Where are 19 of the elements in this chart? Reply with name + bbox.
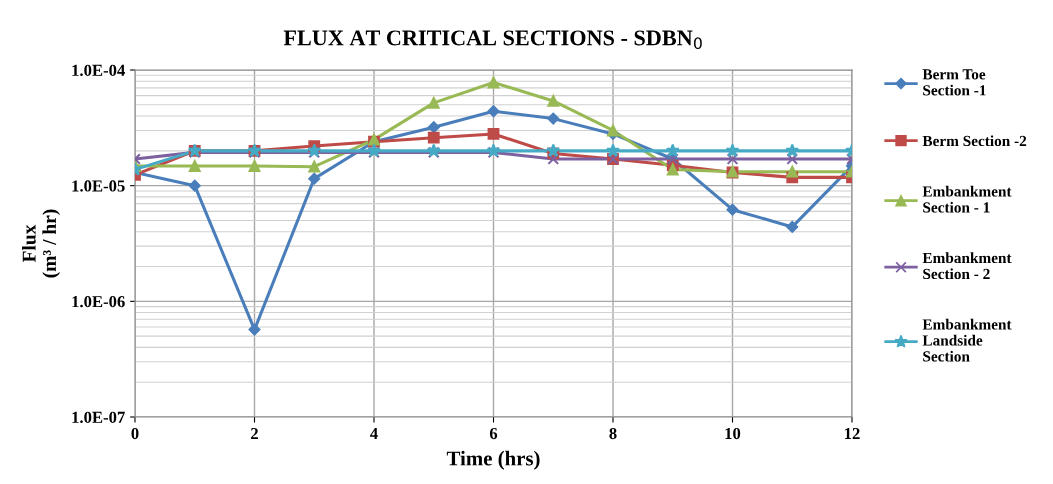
legend-label: Berm Toe Section -1 bbox=[922, 69, 986, 96]
x-tick-label: 0 bbox=[131, 427, 139, 440]
y-tick-label: 1.0E-05 bbox=[72, 180, 125, 192]
x-tick-label: 10 bbox=[725, 427, 741, 440]
x-tick-label: 8 bbox=[609, 427, 617, 440]
legend-label: Embankment Landside Section bbox=[922, 318, 1012, 362]
y-tick-label: 1.0E-04 bbox=[72, 64, 125, 77]
x-tick-label: 12 bbox=[845, 427, 860, 439]
y-tick-label: 1.0E-06 bbox=[72, 296, 125, 308]
y-tick-label: 1.0E-07 bbox=[72, 411, 125, 424]
y-axis-title: Flux (m³ / hr) bbox=[22, 209, 60, 278]
chart-title: FLUX AT CRITICAL SECTIONS - SDBN$_{0}$ bbox=[283, 30, 702, 50]
x-axis-title: Time (hrs) bbox=[446, 450, 540, 470]
legend-label: Embankment Section - 1 bbox=[922, 185, 1012, 213]
legend-label: Berm Section -2 bbox=[922, 135, 1027, 147]
legend-label: Embankment Section - 2 bbox=[922, 252, 1012, 280]
x-tick-label: 2 bbox=[251, 427, 258, 439]
x-tick-label: 6 bbox=[489, 427, 498, 440]
x-tick-label: 4 bbox=[370, 428, 378, 439]
